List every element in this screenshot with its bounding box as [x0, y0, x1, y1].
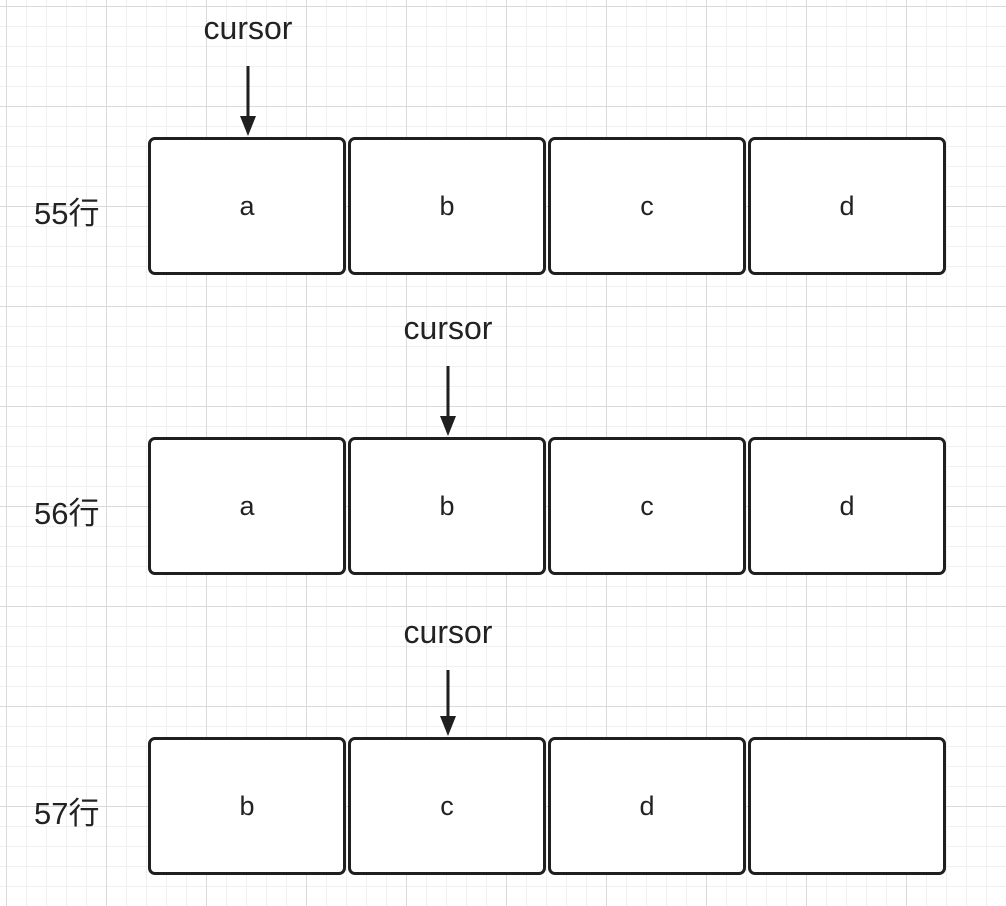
cursor-arrow-icon	[440, 366, 456, 436]
cursor-arrow-icon	[440, 670, 456, 736]
array-cell: b	[148, 737, 346, 875]
cursor-pointer: cursor	[173, 10, 323, 138]
row-label: 55行	[34, 196, 100, 231]
array-cell	[748, 737, 946, 875]
cursor-arrow-icon	[240, 66, 256, 136]
cursor-pointer: cursor	[373, 310, 523, 438]
array-cell: b	[348, 437, 546, 575]
row-label: 57行	[34, 796, 100, 831]
array-cell: c	[548, 437, 746, 575]
array-cell: d	[748, 437, 946, 575]
cursor-pointer: cursor	[373, 614, 523, 742]
array-cell: b	[348, 137, 546, 275]
array-cell: d	[548, 737, 746, 875]
cursor-label: cursor	[403, 310, 493, 346]
array-cell: a	[148, 137, 346, 275]
cursor-label: cursor	[403, 614, 493, 650]
array-cell: a	[148, 437, 346, 575]
row-label: 56行	[34, 496, 100, 531]
array-cell: c	[348, 737, 546, 875]
array-cell: c	[548, 137, 746, 275]
array-cell: d	[748, 137, 946, 275]
cursor-label: cursor	[203, 10, 293, 46]
